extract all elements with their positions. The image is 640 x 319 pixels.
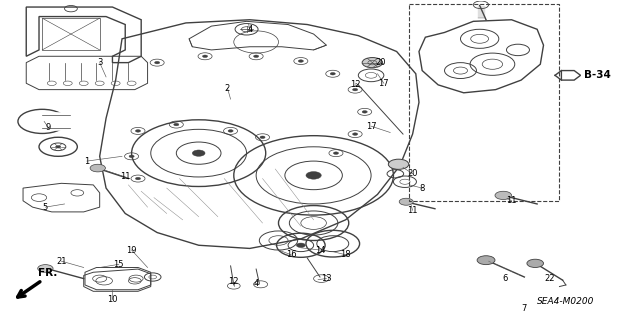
Text: 4: 4 <box>247 25 252 34</box>
Circle shape <box>253 55 259 57</box>
Text: 12: 12 <box>350 80 360 89</box>
Text: 3: 3 <box>97 58 102 67</box>
Circle shape <box>192 150 205 156</box>
Circle shape <box>362 57 383 68</box>
Text: 15: 15 <box>113 260 124 269</box>
Text: 11: 11 <box>407 206 418 215</box>
Circle shape <box>388 159 409 169</box>
Circle shape <box>90 164 106 172</box>
Text: 11: 11 <box>120 173 131 182</box>
Circle shape <box>202 55 207 57</box>
Text: 12: 12 <box>228 277 239 286</box>
Circle shape <box>298 60 303 62</box>
Circle shape <box>129 155 134 158</box>
Bar <box>42 115 71 128</box>
Text: 2: 2 <box>225 84 230 93</box>
Circle shape <box>296 243 305 248</box>
Text: 20: 20 <box>376 58 386 67</box>
Text: B-34: B-34 <box>584 70 611 80</box>
Text: 20: 20 <box>407 169 418 178</box>
Text: FR.: FR. <box>38 268 57 278</box>
Circle shape <box>495 191 511 199</box>
Text: 8: 8 <box>419 184 425 193</box>
Text: 11: 11 <box>506 196 517 205</box>
Circle shape <box>136 177 141 180</box>
Text: 19: 19 <box>126 246 137 255</box>
Circle shape <box>155 61 160 64</box>
Text: 7: 7 <box>522 304 527 313</box>
Circle shape <box>333 152 339 154</box>
Circle shape <box>136 130 141 132</box>
Circle shape <box>527 259 543 268</box>
Circle shape <box>399 198 413 205</box>
Circle shape <box>306 172 321 179</box>
Text: 14: 14 <box>315 246 325 255</box>
Circle shape <box>353 88 358 91</box>
Text: 17: 17 <box>366 122 376 131</box>
Text: 4: 4 <box>253 279 259 288</box>
Text: 10: 10 <box>108 295 118 304</box>
Text: 6: 6 <box>502 274 508 283</box>
Circle shape <box>260 136 265 138</box>
Circle shape <box>38 265 53 272</box>
Text: 21: 21 <box>56 257 67 266</box>
Text: 22: 22 <box>545 274 555 283</box>
Text: 13: 13 <box>321 274 332 283</box>
Text: SEA4-M0200: SEA4-M0200 <box>537 297 595 306</box>
Text: 16: 16 <box>286 250 296 259</box>
Circle shape <box>173 123 179 126</box>
Circle shape <box>330 72 335 75</box>
Circle shape <box>228 130 233 132</box>
Circle shape <box>353 133 358 135</box>
Polygon shape <box>561 70 580 80</box>
Circle shape <box>362 111 367 113</box>
Text: 9: 9 <box>46 123 51 132</box>
Text: 5: 5 <box>43 203 48 211</box>
Text: 18: 18 <box>340 250 351 259</box>
Text: 1: 1 <box>84 157 90 166</box>
Text: 17: 17 <box>378 79 389 88</box>
Circle shape <box>56 145 61 148</box>
Circle shape <box>477 256 495 265</box>
Bar <box>410 4 559 201</box>
